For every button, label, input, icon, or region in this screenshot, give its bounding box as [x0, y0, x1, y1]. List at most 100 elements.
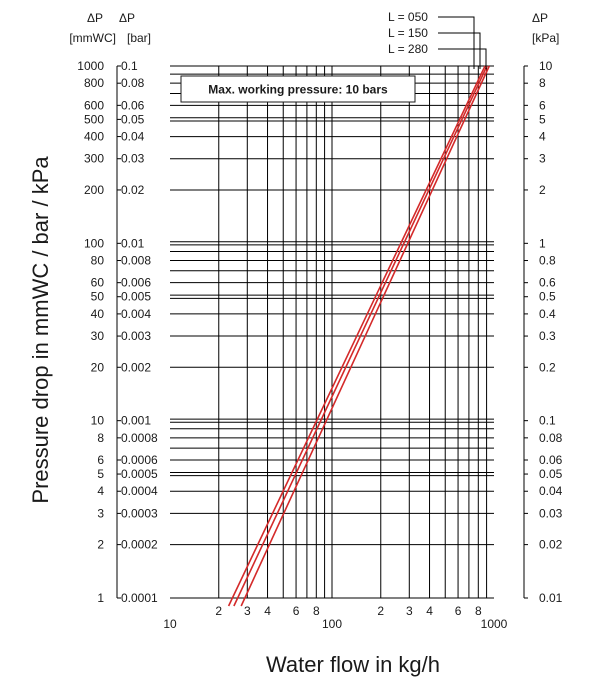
series-line	[240, 65, 490, 607]
left-axis-unit: [bar]	[127, 31, 151, 45]
left-axis-unit: [mmWC]	[69, 31, 116, 45]
y-tick-label-kpa: 0.02	[539, 538, 563, 552]
y-tick-label-bar: 0.02	[121, 183, 145, 197]
x-tick-label: 3	[406, 604, 413, 618]
y-tick-label-mmwc: 30	[91, 329, 105, 343]
y-tick-label-kpa: 0.06	[539, 453, 563, 467]
y-tick-label-mmwc: 40	[91, 307, 105, 321]
y-tick-label-bar: 0.002	[121, 360, 151, 374]
left-axis-header: ΔP	[87, 11, 103, 25]
y-tick-label-mmwc: 1	[97, 591, 104, 605]
annotation-box: Max. working pressure: 10 bars	[180, 75, 416, 103]
y-tick-label-bar: 0.08	[121, 76, 145, 90]
x-tick-label: 1000	[481, 617, 508, 631]
y-tick-label-mmwc: 20	[91, 360, 105, 374]
y-tick-label-mmwc: 50	[91, 290, 105, 304]
legend-label: L = 150	[388, 26, 428, 40]
legend-leader	[438, 16, 475, 69]
y-tick-label-kpa: 0.08	[539, 431, 563, 445]
y-tick-label-kpa: 8	[539, 76, 546, 90]
x-tick-label: 100	[322, 617, 342, 631]
y-tick-label-mmwc: 8	[97, 431, 104, 445]
y-tick-label-bar: 0.06	[121, 98, 145, 112]
x-tick-label: 4	[426, 604, 433, 618]
y-tick-label-mmwc: 6	[97, 453, 104, 467]
y-tick-label-bar: 0.04	[121, 130, 145, 144]
y-tick-label-bar: 0.05	[121, 112, 145, 126]
y-tick-label-bar: 0.004	[121, 307, 151, 321]
y-tick-label-kpa: 0.4	[539, 307, 556, 321]
x-tick-label: 6	[293, 604, 300, 618]
y-tick-label-kpa: 2	[539, 183, 546, 197]
y-tick-label-mmwc: 100	[84, 236, 104, 250]
y-tick-label-kpa: 0.3	[539, 329, 556, 343]
series-line	[227, 65, 486, 607]
y-tick-label-kpa: 3	[539, 152, 546, 166]
y-tick-label-bar: 0.03	[121, 152, 145, 166]
x-tick-label: 2	[377, 604, 384, 618]
y-tick-label-bar: 0.008	[121, 254, 151, 268]
x-tick-label: 4	[264, 604, 271, 618]
y-tick-label-mmwc: 600	[84, 98, 104, 112]
y-tick-label-kpa: 0.05	[539, 467, 563, 481]
x-tick-label: 3	[244, 604, 251, 618]
legend-leader	[438, 32, 481, 69]
y-tick-label-bar: 0.0005	[121, 467, 158, 481]
y-tick-label-kpa: 6	[539, 98, 546, 112]
y-tick-label-mmwc: 400	[84, 130, 104, 144]
grid	[170, 65, 494, 599]
y-tick-label-mmwc: 2	[97, 538, 104, 552]
y-tick-label-bar: 0.01	[121, 236, 145, 250]
legend: L = 050 L = 150 L = 280	[388, 10, 487, 69]
series-line	[233, 65, 488, 607]
y-tick-label-bar: 0.003	[121, 329, 151, 343]
x-tick-label: 8	[313, 604, 320, 618]
left-axis-header: ΔP	[119, 11, 135, 25]
x-tick-label: 10	[163, 617, 177, 631]
x-tick-label: 2	[215, 604, 222, 618]
y-tick-label-bar: 0.0006	[121, 453, 158, 467]
y-tick-label-kpa: 0.01	[539, 591, 563, 605]
y-tick-label-mmwc: 10	[91, 414, 105, 428]
y-tick-label-mmwc: 5	[97, 467, 104, 481]
y-tick-label-mmwc: 4	[97, 484, 104, 498]
x-tick-label: 6	[455, 604, 462, 618]
y-tick-label-bar: 0.006	[121, 276, 151, 290]
x-axis-title: Water flow in kg/h	[266, 652, 440, 677]
y-tick-label-mmwc: 300	[84, 152, 104, 166]
y-axis-title: Pressure drop in mmWC / bar / kPa	[28, 156, 53, 504]
y-tick-label-mmwc: 3	[97, 506, 104, 520]
y-tick-label-bar: 0.1	[121, 59, 138, 73]
y-tick-label-bar: 0.001	[121, 414, 151, 428]
y-tick-label-mmwc: 80	[91, 254, 105, 268]
y-tick-label-kpa: 5	[539, 112, 546, 126]
legend-leader	[438, 48, 487, 69]
y-tick-label-kpa: 4	[539, 130, 546, 144]
y-tick-label-mmwc: 200	[84, 183, 104, 197]
y-tick-label-kpa: 0.1	[539, 414, 556, 428]
y-tick-label-mmwc: 1000	[77, 59, 104, 73]
y-tick-label-kpa: 1	[539, 236, 546, 250]
y-tick-label-kpa: 0.04	[539, 484, 563, 498]
y-tick-label-bar: 0.0008	[121, 431, 158, 445]
y-tick-label-kpa: 0.5	[539, 290, 556, 304]
legend-label: L = 280	[388, 42, 428, 56]
y-tick-label-kpa: 10	[539, 59, 553, 73]
y-tick-label-mmwc: 800	[84, 76, 104, 90]
max-pressure-note: Max. working pressure: 10 bars	[208, 83, 388, 97]
y-tick-label-kpa: 0.03	[539, 506, 563, 520]
y-tick-label-kpa: 0.6	[539, 276, 556, 290]
y-tick-label-kpa: 0.2	[539, 360, 556, 374]
series-curves	[227, 65, 490, 607]
y-tick-label-mmwc: 60	[91, 276, 105, 290]
legend-label: L = 050	[388, 10, 428, 24]
y-tick-label-bar: 0.0003	[121, 506, 158, 520]
right-axis-unit: [kPa]	[532, 31, 559, 45]
y-tick-label-bar: 0.005	[121, 290, 151, 304]
y-tick-label-bar: 0.0002	[121, 538, 158, 552]
right-axis-header: ΔP	[532, 11, 548, 25]
y-tick-label-bar: 0.0001	[121, 591, 158, 605]
y-tick-label-bar: 0.0004	[121, 484, 158, 498]
